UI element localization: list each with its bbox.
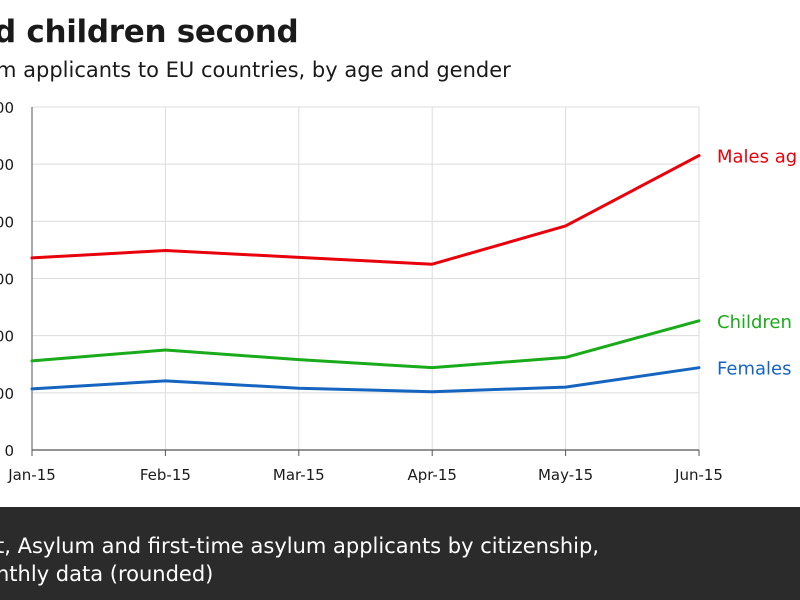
x-tick-label: Mar-15 <box>273 466 325 484</box>
chart-subtitle: m applicants to EU countries, by age and… <box>0 58 511 82</box>
x-axis-tick-labels: Jan-15 Feb-15 Mar-15 Apr-15 May-15 Jun-15 <box>7 450 723 484</box>
chart-gridlines <box>31 106 700 451</box>
y-axis-tick-labels: 0000000000000 <box>0 99 14 460</box>
y-tick-label: 00 <box>0 271 14 289</box>
x-tick-label: Apr-15 <box>407 466 457 484</box>
series-labels: Males ag Children Females <box>717 147 797 380</box>
y-tick-label: 00 <box>0 99 14 117</box>
series-line <box>30 319 701 370</box>
source-footer: t, Asylum and first-time asylum applican… <box>0 507 800 600</box>
y-tick-label: 00 <box>0 328 14 346</box>
series-label: Females <box>717 359 791 380</box>
series-line <box>30 366 701 394</box>
y-tick-label: 00 <box>0 156 14 174</box>
x-tick-label: Jan-15 <box>7 466 56 484</box>
series-label: Males ag <box>717 147 797 168</box>
source-line-1: t, Asylum and first-time asylum applican… <box>0 534 600 558</box>
series-label: Children <box>717 312 792 333</box>
x-tick-label: Feb-15 <box>140 466 191 484</box>
x-tick-label: Jun-15 <box>674 466 723 484</box>
chart-title: d children second <box>0 14 299 50</box>
chart-series-lines <box>30 154 701 394</box>
y-tick-label: 00 <box>0 213 14 231</box>
y-tick-label: 0 <box>4 442 14 460</box>
series-line <box>30 154 701 266</box>
y-tick-label: 00 <box>0 385 14 403</box>
source-line-2: nthly data (rounded) <box>0 562 214 586</box>
x-tick-label: May-15 <box>538 466 593 484</box>
line-chart: 0000000000000 Jan-15Feb-15Mar-15Apr-15Ma… <box>0 99 797 484</box>
